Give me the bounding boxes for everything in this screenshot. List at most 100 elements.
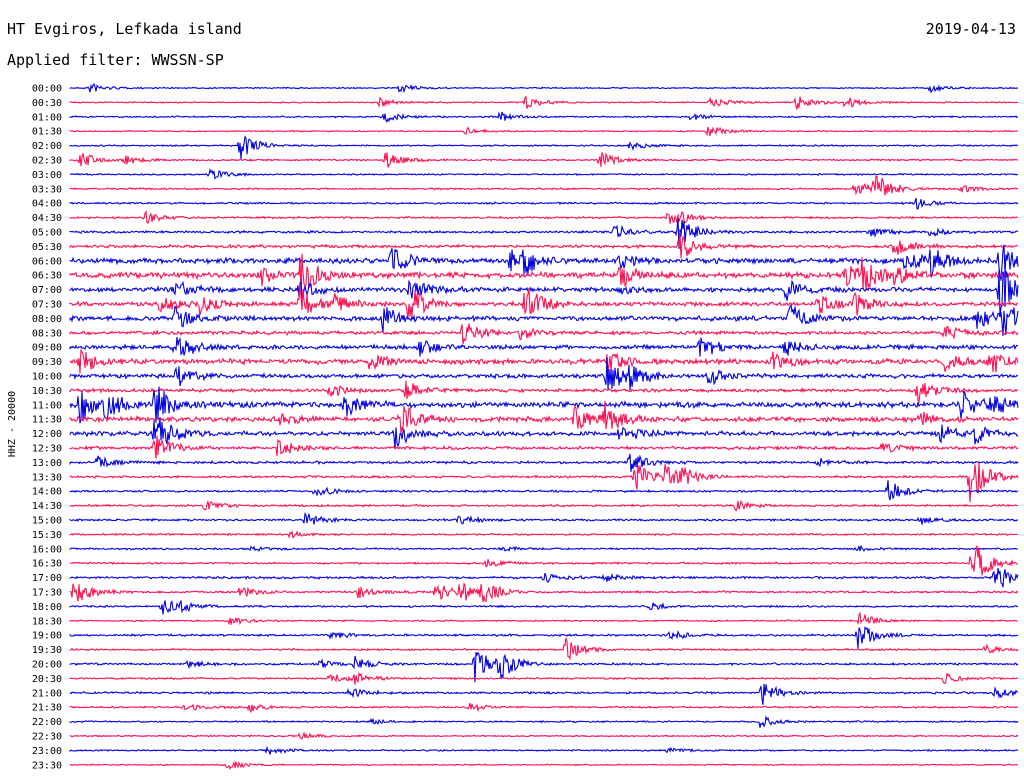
trace-line: [69, 82, 1019, 94]
time-tick-label: 02:30: [32, 156, 62, 167]
time-tick-label: 18:00: [32, 602, 62, 613]
trace-line: [69, 197, 1019, 210]
time-tick-label: 16:00: [32, 544, 62, 555]
time-tick-label: 05:30: [32, 242, 62, 253]
time-tick-label: 21:30: [32, 703, 62, 714]
trace-line: [69, 626, 1019, 649]
time-ticks: 00:00 00:30 01:00 01:30 02:00 02:30 03:00 03:30…: [32, 84, 62, 772]
trace-line: [69, 480, 1019, 501]
trace-line: [69, 499, 1019, 512]
time-tick-label: 06:30: [32, 271, 62, 282]
time-tick-label: 14:00: [32, 487, 62, 498]
trace-line: [69, 760, 1019, 770]
y-axis-label: HHZ - 20000: [7, 391, 18, 457]
time-tick-label: 17:30: [32, 588, 62, 599]
trace-line: [69, 530, 1019, 539]
time-tick-label: 05:00: [32, 228, 62, 239]
time-tick-label: 10:00: [32, 372, 62, 383]
trace-line: [69, 567, 1019, 588]
trace-line: [69, 512, 1019, 525]
trace-line: [69, 347, 1019, 374]
time-tick-label: 04:00: [32, 199, 62, 210]
trace-line: [69, 111, 1019, 123]
time-tick-label: 02:00: [32, 141, 62, 152]
time-tick-label: 19:00: [32, 631, 62, 642]
trace-line: [69, 731, 1019, 740]
trace-line: [69, 168, 1019, 180]
trace-line: [69, 651, 1019, 683]
trace-line: [69, 284, 1018, 320]
time-tick-label: 23:30: [32, 760, 62, 771]
trace-line: [69, 323, 1019, 345]
time-tick-label: 23:00: [32, 746, 62, 757]
time-tick-label: 06:00: [32, 256, 62, 267]
time-tick-label: 14:30: [32, 501, 62, 512]
time-tick-label: 11:00: [32, 400, 62, 411]
trace-line: [69, 232, 1019, 259]
trace-line: [69, 253, 1019, 299]
trace-line: [69, 386, 1019, 424]
time-tick-label: 21:00: [32, 688, 62, 699]
time-tick-label: 15:00: [32, 516, 62, 527]
time-tick-label: 01:00: [32, 112, 62, 123]
trace-line: [69, 715, 1019, 728]
time-tick-label: 15:30: [32, 530, 62, 541]
trace-line: [69, 544, 1019, 553]
time-tick-label: 20:00: [32, 660, 62, 671]
time-tick-label: 09:30: [32, 357, 62, 368]
trace-line: [69, 95, 1019, 110]
trace-line: [69, 303, 1019, 337]
time-tick-label: 19:30: [32, 645, 62, 656]
time-tick-label: 18:30: [32, 616, 62, 627]
trace-group: [69, 82, 1019, 770]
trace-line: [69, 336, 1019, 357]
station-title: HT Evgiros, Lefkada island: [7, 20, 242, 38]
trace-line: [69, 218, 1019, 250]
trace-line: [69, 417, 1019, 450]
time-tick-label: 22:00: [32, 717, 62, 728]
trace-line: [69, 702, 1019, 714]
time-tick-label: 12:00: [32, 429, 62, 440]
trace-line: [69, 582, 1019, 603]
trace-line: [69, 174, 1019, 196]
trace-line: [69, 599, 1019, 615]
trace-line: [69, 400, 1019, 434]
trace-line: [69, 611, 1019, 626]
trace-line: [69, 244, 1019, 281]
time-tick-label: 03:30: [32, 184, 62, 195]
time-tick-label: 08:00: [32, 314, 62, 325]
time-tick-label: 11:30: [32, 415, 62, 426]
trace-line: [69, 671, 1019, 685]
time-tick-label: 10:30: [32, 386, 62, 397]
time-tick-label: 17:00: [32, 573, 62, 584]
time-tick-label: 20:30: [32, 674, 62, 685]
time-tick-label: 00:00: [32, 84, 62, 95]
trace-line: [69, 357, 1019, 391]
time-tick-label: 03:00: [32, 170, 62, 181]
time-tick-label: 09:00: [32, 343, 62, 354]
trace-line: [69, 126, 1019, 137]
time-tick-label: 08:30: [32, 328, 62, 339]
trace-line: [69, 683, 1019, 705]
time-tick-label: 13:30: [32, 472, 62, 483]
time-tick-label: 22:30: [32, 732, 62, 743]
time-tick-label: 12:30: [32, 444, 62, 455]
time-tick-label: 04:30: [32, 213, 62, 224]
trace-line: [69, 152, 1019, 168]
trace-line: [69, 435, 1019, 459]
time-tick-label: 07:30: [32, 300, 62, 311]
trace-line: [69, 380, 1019, 404]
trace-line: [69, 209, 1019, 224]
trace-line: [69, 461, 1019, 503]
trace-line: [69, 453, 1019, 472]
time-tick-label: 00:30: [32, 98, 62, 109]
trace-line: [69, 745, 1019, 755]
time-tick-label: 13:00: [32, 458, 62, 469]
date-label: 2019-04-13: [925, 20, 1016, 38]
time-tick-label: 07:00: [32, 285, 62, 296]
time-tick-label: 01:30: [32, 127, 62, 138]
filter-subtitle: Applied filter: WWSSN-SP: [7, 51, 224, 69]
trace-line: [69, 637, 1019, 661]
trace-line: [69, 545, 1019, 576]
